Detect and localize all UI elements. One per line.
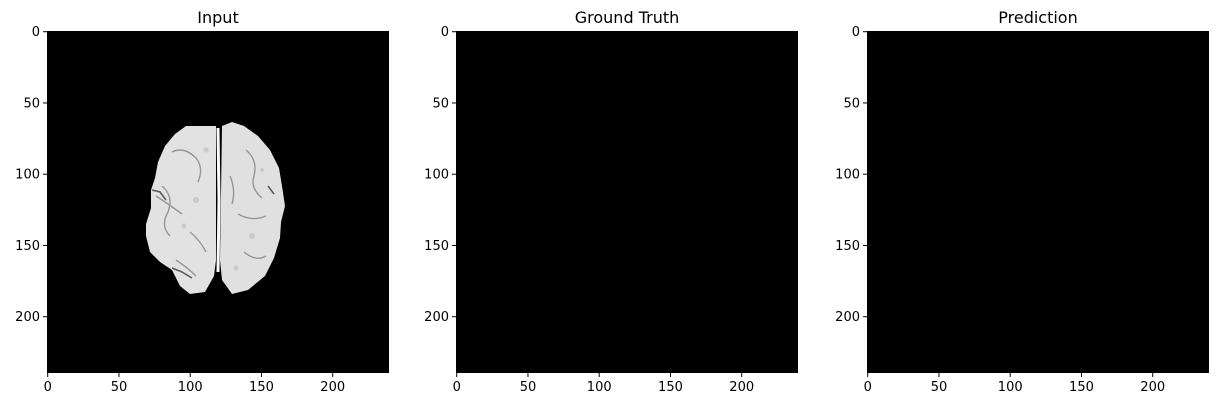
y-tick-label-ground-truth-50: 50	[432, 96, 449, 111]
x-tick-label-input-100: 100	[178, 380, 203, 395]
panel-title-input: Input	[197, 8, 238, 27]
y-tick-label-prediction-200: 200	[835, 310, 860, 325]
y-tick-label-ground-truth-100: 100	[424, 168, 449, 183]
x-tick-label-prediction-50: 50	[931, 380, 948, 395]
x-tick-label-prediction-200: 200	[1140, 380, 1165, 395]
x-tick-label-prediction-0: 0	[864, 380, 872, 395]
panel-input: Input	[15, 8, 389, 395]
x-tick-label-ground-truth-100: 100	[587, 380, 612, 395]
y-tick-label-input-0: 0	[32, 25, 40, 40]
axes-ticks-input: 0 0 50 50 100 100 150 150 200 200	[15, 25, 345, 395]
x-tick-label-input-150: 150	[249, 380, 274, 395]
panel-title-prediction: Prediction	[998, 8, 1077, 27]
y-tick-label-input-50: 50	[23, 96, 40, 111]
panel-ground-truth: Ground Truth 0 0 50 50 100 100 150 150 200 200	[424, 8, 798, 395]
y-tick-label-prediction-100: 100	[835, 168, 860, 183]
x-tick-label-ground-truth-150: 150	[658, 380, 683, 395]
x-tick-label-ground-truth-0: 0	[453, 380, 461, 395]
x-tick-label-input-50: 50	[111, 380, 128, 395]
y-tick-label-input-200: 200	[15, 310, 40, 325]
image-axes-ground-truth	[456, 31, 798, 373]
y-tick-label-prediction-0: 0	[852, 25, 860, 40]
y-tick-label-input-100: 100	[15, 168, 40, 183]
x-tick-label-input-200: 200	[320, 380, 345, 395]
panel-title-ground-truth: Ground Truth	[575, 8, 680, 27]
x-tick-label-ground-truth-50: 50	[520, 380, 537, 395]
y-tick-label-input-150: 150	[15, 239, 40, 254]
y-tick-label-prediction-50: 50	[843, 96, 860, 111]
y-tick-label-prediction-150: 150	[835, 239, 860, 254]
panel-prediction: Prediction 0 0 50 50 100 100 150 150 200 200	[835, 8, 1209, 395]
y-tick-label-ground-truth-200: 200	[424, 310, 449, 325]
x-tick-label-ground-truth-200: 200	[729, 380, 754, 395]
x-tick-label-prediction-100: 100	[998, 380, 1023, 395]
x-tick-label-prediction-150: 150	[1069, 380, 1094, 395]
y-tick-label-ground-truth-0: 0	[441, 25, 449, 40]
axes-ticks-ground-truth: 0 0 50 50 100 100 150 150 200 200	[424, 25, 754, 395]
y-tick-label-ground-truth-150: 150	[424, 239, 449, 254]
image-axes-prediction	[867, 31, 1209, 373]
x-tick-label-input-0: 0	[44, 380, 52, 395]
brain-slice-image	[146, 122, 285, 294]
axes-ticks-prediction: 0 0 50 50 100 100 150 150 200 200	[835, 25, 1165, 395]
